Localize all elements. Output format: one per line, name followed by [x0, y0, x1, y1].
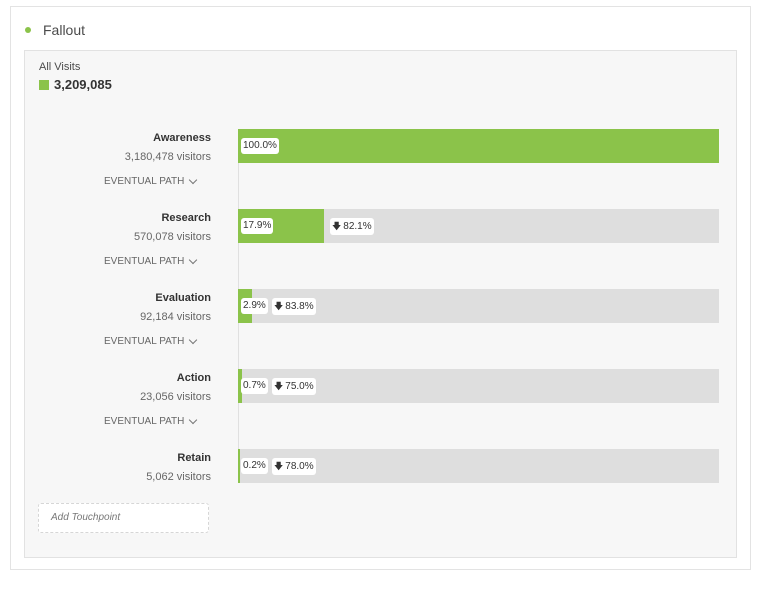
chevron-down-icon: [189, 415, 198, 425]
fallout-chart: All Visits 3,209,085 Awareness 3,180,478…: [24, 50, 737, 558]
fallout-card: Fallout All Visits 3,209,085 Awareness 3…: [10, 6, 751, 570]
eventual-path-dropdown[interactable]: EVENTUAL PATH: [104, 335, 198, 347]
arrow-down-icon: 🡇: [274, 301, 284, 311]
percent-badge: 100.0%: [241, 138, 279, 154]
bar-track[interactable]: 2.9% 🡇 83.8%: [238, 289, 719, 323]
bar-track[interactable]: 0.7% 🡇 75.0%: [238, 369, 719, 403]
fallout-step-research[interactable]: Research 570,078 visitors EVENTUAL PATH …: [25, 209, 738, 289]
eventual-path-dropdown[interactable]: EVENTUAL PATH: [104, 255, 198, 267]
bar-track[interactable]: 17.9% 🡇 82.1%: [238, 209, 719, 243]
step-visitors: 23,056 visitors: [140, 391, 211, 403]
step-visitors: 3,180,478 visitors: [124, 151, 211, 163]
chevron-down-icon: [189, 175, 198, 185]
fallout-step-evaluation[interactable]: Evaluation 92,184 visitors EVENTUAL PATH…: [25, 289, 738, 369]
panel-title: Fallout: [43, 22, 86, 38]
connector-line: [238, 163, 239, 209]
fallout-value: 78.0%: [285, 461, 314, 472]
eventual-path-label: EVENTUAL PATH: [104, 256, 185, 267]
eventual-path-label: EVENTUAL PATH: [104, 336, 185, 347]
step-visitors: 5,062 visitors: [146, 471, 211, 483]
fallout-value: 83.8%: [285, 301, 314, 312]
fallout-step-awareness[interactable]: Awareness 3,180,478 visitors EVENTUAL PA…: [25, 129, 738, 209]
all-visits-summary: All Visits 3,209,085: [39, 61, 112, 92]
eventual-path-dropdown[interactable]: EVENTUAL PATH: [104, 415, 198, 427]
step-label: Evaluation 92,184 visitors: [140, 292, 211, 323]
fallout-badge: 🡇 75.0%: [272, 378, 316, 395]
chevron-down-icon: [189, 335, 198, 345]
fallout-badge: 🡇 82.1%: [330, 218, 374, 235]
add-touchpoint-input[interactable]: Add Touchpoint: [38, 503, 209, 533]
bar-track[interactable]: 0.2% 🡇 78.0%: [238, 449, 719, 483]
bar-fill: [238, 129, 719, 163]
arrow-down-icon: 🡇: [274, 461, 284, 471]
step-name: Awareness: [153, 132, 211, 144]
eventual-path-dropdown[interactable]: EVENTUAL PATH: [104, 175, 198, 187]
step-name: Evaluation: [155, 292, 211, 304]
arrow-down-icon: 🡇: [274, 381, 284, 391]
step-name: Retain: [177, 452, 211, 464]
step-label: Action 23,056 visitors: [140, 372, 211, 403]
percent-badge: 17.9%: [241, 218, 274, 234]
step-label: Awareness 3,180,478 visitors: [125, 132, 211, 163]
fallout-badge: 🡇 78.0%: [272, 458, 316, 475]
percent-badge: 0.7%: [241, 378, 268, 394]
connector-line: [238, 323, 239, 369]
bar-track[interactable]: 100.0%: [238, 129, 719, 163]
all-visits-value: 3,209,085: [54, 77, 112, 92]
step-label: Research 570,078 visitors: [134, 212, 211, 243]
percent-badge: 0.2%: [241, 458, 268, 474]
fallout-step-action[interactable]: Action 23,056 visitors EVENTUAL PATH 0.7…: [25, 369, 738, 449]
chevron-down-icon: [189, 255, 198, 265]
eventual-path-label: EVENTUAL PATH: [104, 176, 185, 187]
step-label: Retain 5,062 visitors: [146, 452, 211, 483]
step-name: Research: [161, 212, 211, 224]
fallout-badge: 🡇 83.8%: [272, 298, 316, 315]
title-row: Fallout: [25, 22, 85, 38]
fallout-value: 75.0%: [285, 381, 314, 392]
eventual-path-label: EVENTUAL PATH: [104, 416, 185, 427]
all-visits-value-row: 3,209,085: [39, 77, 112, 92]
all-visits-label: All Visits: [39, 61, 81, 73]
percent-badge: 2.9%: [241, 298, 268, 314]
legend-swatch-icon: [39, 79, 49, 90]
step-visitors: 92,184 visitors: [140, 311, 211, 323]
fallout-value: 82.1%: [343, 221, 372, 232]
arrow-down-icon: 🡇: [332, 221, 342, 231]
step-name: Action: [176, 372, 211, 384]
connector-line: [238, 243, 239, 289]
bar-fill: [238, 449, 240, 483]
connector-line: [238, 403, 239, 449]
status-dot-icon: [25, 27, 31, 33]
fallout-step-retain[interactable]: Retain 5,062 visitors 0.2% 🡇 78.0%: [25, 449, 738, 529]
bar-fill: [238, 369, 242, 403]
step-visitors: 570,078 visitors: [133, 231, 211, 243]
